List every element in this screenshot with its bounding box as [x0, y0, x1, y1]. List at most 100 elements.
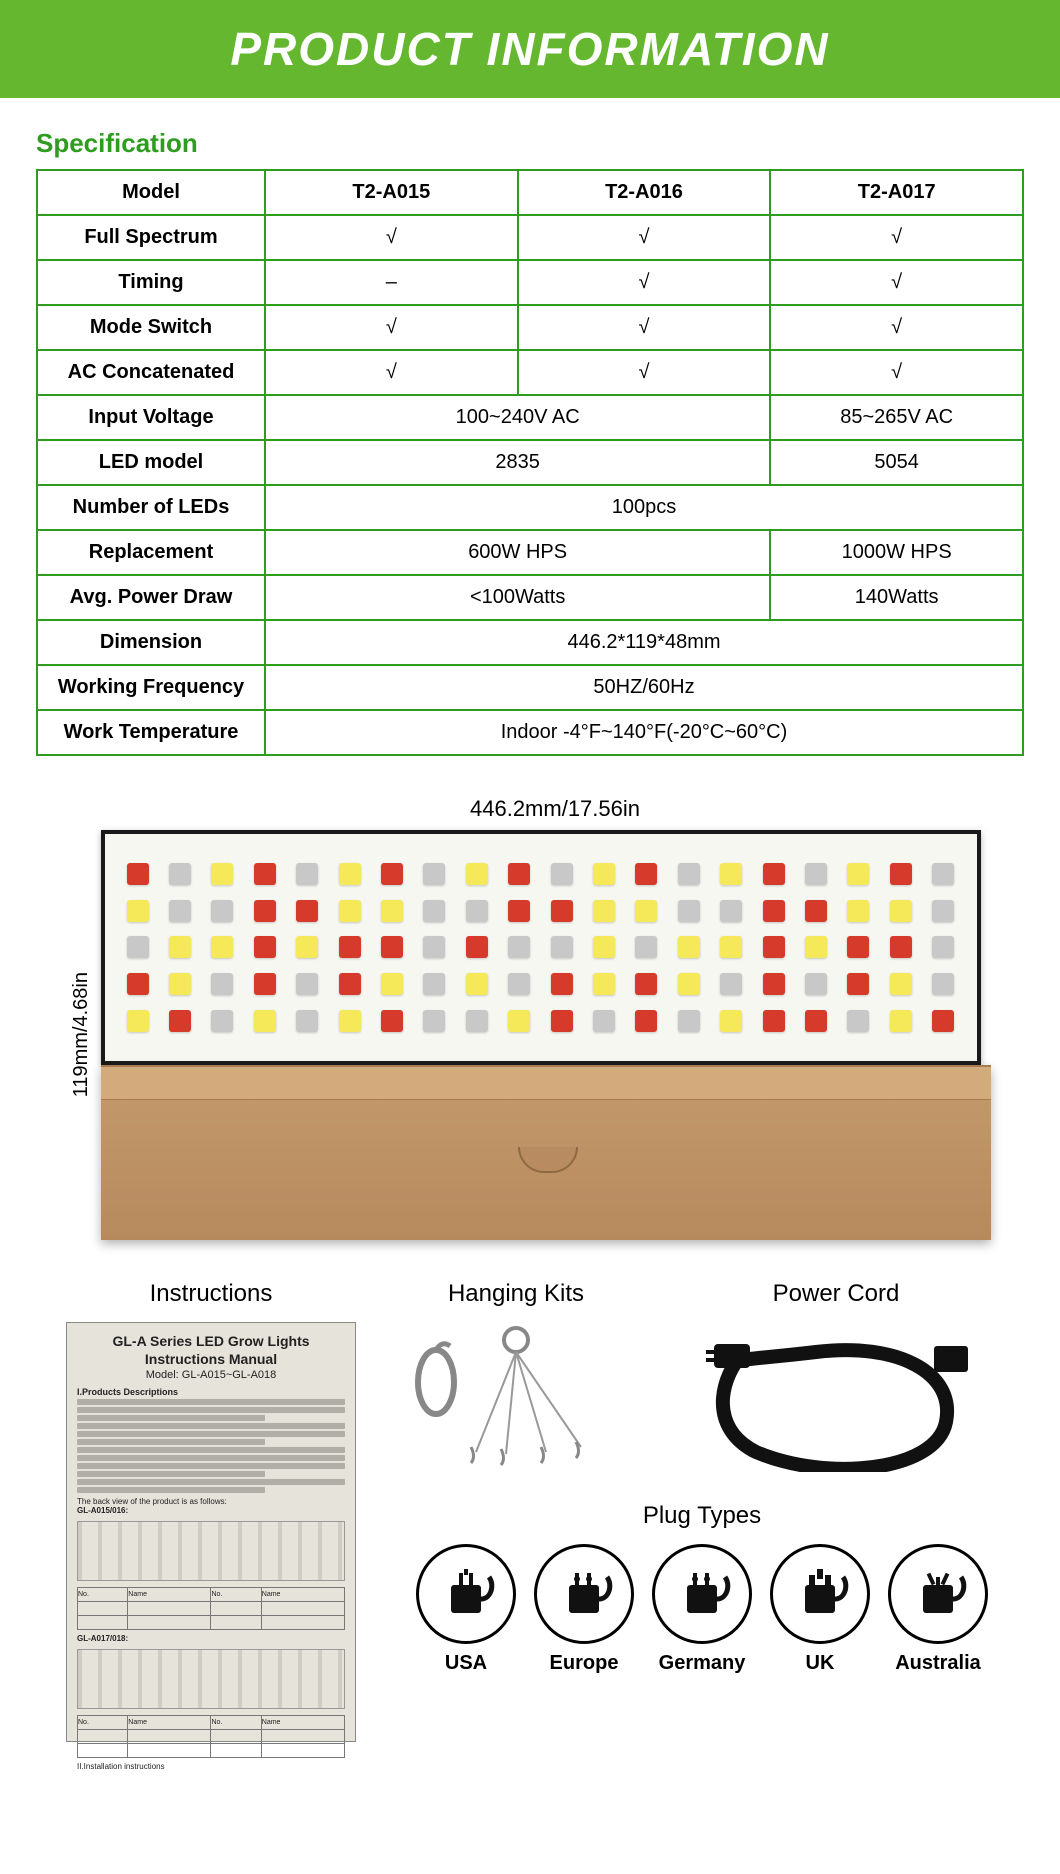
led-chip: [296, 936, 318, 958]
header-col-1: T2-A015: [265, 170, 518, 215]
content-area: Specification Model T2-A015 T2-A016 T2-A…: [0, 98, 1060, 1782]
led-chip: [169, 863, 191, 885]
plug-icon: [416, 1544, 516, 1644]
led-chip: [763, 973, 785, 995]
plug-types-title: Plug Types: [406, 1502, 998, 1530]
led-chip: [127, 863, 149, 885]
led-chip: [593, 900, 615, 922]
led-chip: [593, 863, 615, 885]
spec-cell: 140Watts: [770, 575, 1023, 620]
led-chip: [466, 900, 488, 922]
spec-cell: Indoor -4°F~140°F(-20°C~60°C): [265, 710, 1023, 755]
led-panel: [101, 830, 981, 1065]
instructions-sheet: GL-A Series LED Grow Lights Instructions…: [66, 1322, 356, 1742]
led-chip: [466, 1010, 488, 1032]
led-chip: [720, 936, 742, 958]
spec-row: Avg. Power Draw<100Watts140Watts: [37, 575, 1023, 620]
led-chip: [932, 863, 954, 885]
led-chip: [763, 1010, 785, 1032]
led-chip: [932, 1010, 954, 1032]
led-chip: [381, 900, 403, 922]
power-cord-icon: [696, 1322, 976, 1472]
spec-row: Number of LEDs100pcs: [37, 485, 1023, 530]
led-chip: [678, 863, 700, 885]
spec-row-label: Replacement: [37, 530, 265, 575]
spec-row-label: AC Concatenated: [37, 350, 265, 395]
spec-row: AC Concatenated√√√: [37, 350, 1023, 395]
led-chip: [635, 1010, 657, 1032]
dimension-section: 446.2mm/17.56in 119mm/4.68in: [36, 796, 1024, 1240]
led-chip: [847, 973, 869, 995]
led-chip: [805, 936, 827, 958]
led-chip: [932, 973, 954, 995]
spec-cell: 100~240V AC: [265, 395, 770, 440]
spec-header-row: Model T2-A015 T2-A016 T2-A017: [37, 170, 1023, 215]
dim-width-label: 446.2mm/17.56in: [36, 796, 1024, 822]
spec-row-label: Work Temperature: [37, 710, 265, 755]
spec-cell: √: [770, 350, 1023, 395]
led-chip: [423, 936, 445, 958]
led-chip: [211, 936, 233, 958]
led-chip: [381, 1010, 403, 1032]
led-chip: [508, 863, 530, 885]
instructions-col: Instructions GL-A Series LED Grow Lights…: [66, 1280, 356, 1742]
spec-row-label: Number of LEDs: [37, 485, 265, 530]
led-chip: [508, 973, 530, 995]
spec-row: Input Voltage100~240V AC85~265V AC: [37, 395, 1023, 440]
led-chip: [211, 973, 233, 995]
led-chip: [932, 936, 954, 958]
led-chip: [551, 900, 573, 922]
led-chip: [381, 863, 403, 885]
spec-row: Replacement600W HPS1000W HPS: [37, 530, 1023, 575]
led-chip: [254, 973, 276, 995]
led-chip: [847, 863, 869, 885]
instr-header: GL-A Series LED Grow Lights: [77, 1333, 345, 1349]
spec-cell: 2835: [265, 440, 770, 485]
accessories-section: Instructions GL-A Series LED Grow Lights…: [36, 1280, 1024, 1742]
led-chip: [169, 1010, 191, 1032]
led-chip: [890, 863, 912, 885]
led-chip: [339, 936, 361, 958]
led-chip: [720, 973, 742, 995]
led-chip: [423, 973, 445, 995]
led-chip: [211, 1010, 233, 1032]
spec-cell: √: [518, 305, 771, 350]
led-chip: [466, 936, 488, 958]
led-chip: [635, 863, 657, 885]
spec-row: Dimension446.2*119*48mm: [37, 620, 1023, 665]
spec-row-label: Input Voltage: [37, 395, 265, 440]
spec-cell: 5054: [770, 440, 1023, 485]
led-chip: [169, 936, 191, 958]
led-chip: [805, 1010, 827, 1032]
plug-label: Australia: [888, 1652, 988, 1675]
plug-icon: [534, 1544, 634, 1644]
spec-row: Full Spectrum√√√: [37, 215, 1023, 260]
instructions-title: Instructions: [66, 1280, 356, 1308]
led-chip: [466, 973, 488, 995]
led-chip: [296, 1010, 318, 1032]
spec-cell: √: [265, 350, 518, 395]
hanging-kits-col: Hanging Kits: [406, 1280, 626, 1472]
led-chip: [635, 900, 657, 922]
spec-cell: 600W HPS: [265, 530, 770, 575]
spec-cell: √: [518, 350, 771, 395]
led-chip: [635, 973, 657, 995]
led-chip: [890, 936, 912, 958]
plug-label: UK: [770, 1652, 870, 1675]
led-chip: [127, 1010, 149, 1032]
led-chip: [169, 973, 191, 995]
led-chip: [423, 900, 445, 922]
led-chip: [254, 900, 276, 922]
spec-cell: √: [518, 260, 771, 305]
header-model: Model: [37, 170, 265, 215]
led-chip: [551, 863, 573, 885]
led-chip: [890, 973, 912, 995]
led-chip: [339, 863, 361, 885]
spec-cell: 100pcs: [265, 485, 1023, 530]
led-chip: [847, 936, 869, 958]
led-chip: [551, 973, 573, 995]
header-col-2: T2-A016: [518, 170, 771, 215]
power-cord-title: Power Cord: [696, 1280, 976, 1308]
plug-label: USA: [416, 1652, 516, 1675]
spec-row-label: Dimension: [37, 620, 265, 665]
